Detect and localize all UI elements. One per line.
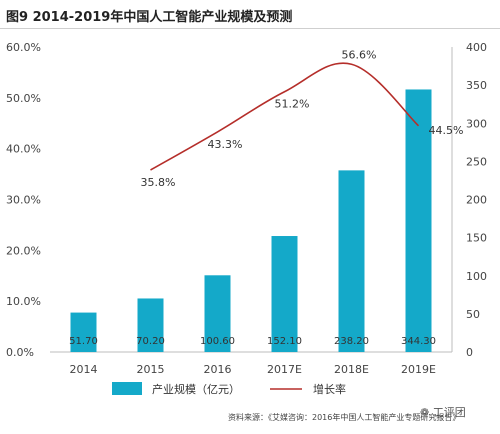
y-right-tick-label: 200 xyxy=(466,194,487,207)
y-right-tick-label: 350 xyxy=(466,79,487,92)
x-tick-label: 2015 xyxy=(137,363,165,376)
y-right-tick-label: 300 xyxy=(466,117,487,130)
bar xyxy=(137,298,164,352)
watermark-icon: ❁ xyxy=(420,406,430,419)
y-right-tick-label: 400 xyxy=(466,41,487,54)
y-right-tick-label: 150 xyxy=(466,232,487,245)
y-right-tick-label: 50 xyxy=(466,308,480,321)
legend-bar-label: 产业规模（亿元） xyxy=(152,382,240,396)
growth-rate-line xyxy=(150,62,420,171)
x-tick-label: 2014 xyxy=(70,363,98,376)
watermark-text: 工评团 xyxy=(432,406,466,419)
y-right-tick-label: 0 xyxy=(466,346,473,359)
y-left-tick-label: 10.0% xyxy=(6,295,41,308)
bar-value-label: 70.20 xyxy=(136,336,165,347)
bar-value-label: 51.70 xyxy=(69,336,98,347)
x-tick-label: 2017E xyxy=(267,363,302,376)
growth-rate-label: 56.6% xyxy=(342,48,377,61)
source-note: 资料来源：《艾媒咨询：2016年中国人工智能产业专题研究报告》 xyxy=(228,413,461,422)
growth-rate-label: 44.5% xyxy=(429,124,464,137)
bar xyxy=(70,312,97,352)
y-left-tick-label: 0.0% xyxy=(6,346,34,359)
x-tick-label: 2018E xyxy=(334,363,369,376)
legend-bar-swatch xyxy=(112,382,142,395)
x-tick-label: 2019E xyxy=(401,363,436,376)
growth-rate-label: 51.2% xyxy=(275,98,310,111)
bar-value-label: 100.60 xyxy=(200,336,235,347)
x-tick-label: 2016 xyxy=(204,363,232,376)
chart-title: 图9 2014-2019年中国人工智能产业规模及预测 xyxy=(6,10,293,25)
bar xyxy=(338,170,365,352)
bar xyxy=(271,236,298,352)
y-left-tick-label: 30.0% xyxy=(6,194,41,207)
legend-line-label: 增长率 xyxy=(313,382,346,396)
y-left-tick-label: 40.0% xyxy=(6,143,41,156)
y-left-tick-label: 50.0% xyxy=(6,92,41,105)
bar-value-label: 238.20 xyxy=(334,336,369,347)
growth-rate-label: 43.3% xyxy=(208,138,243,151)
bar xyxy=(204,275,231,352)
y-right-tick-label: 250 xyxy=(466,155,487,168)
bar-value-label: 344.30 xyxy=(401,336,436,347)
y-left-tick-label: 20.0% xyxy=(6,244,41,257)
title-divider xyxy=(0,28,500,29)
bar xyxy=(405,89,432,352)
watermark: ❁ 工评团 xyxy=(420,404,466,420)
growth-rate-label: 35.8% xyxy=(141,176,176,189)
y-left-tick-label: 60.0% xyxy=(6,41,41,54)
bar-value-label: 152.10 xyxy=(267,336,302,347)
y-right-tick-label: 100 xyxy=(466,270,487,283)
